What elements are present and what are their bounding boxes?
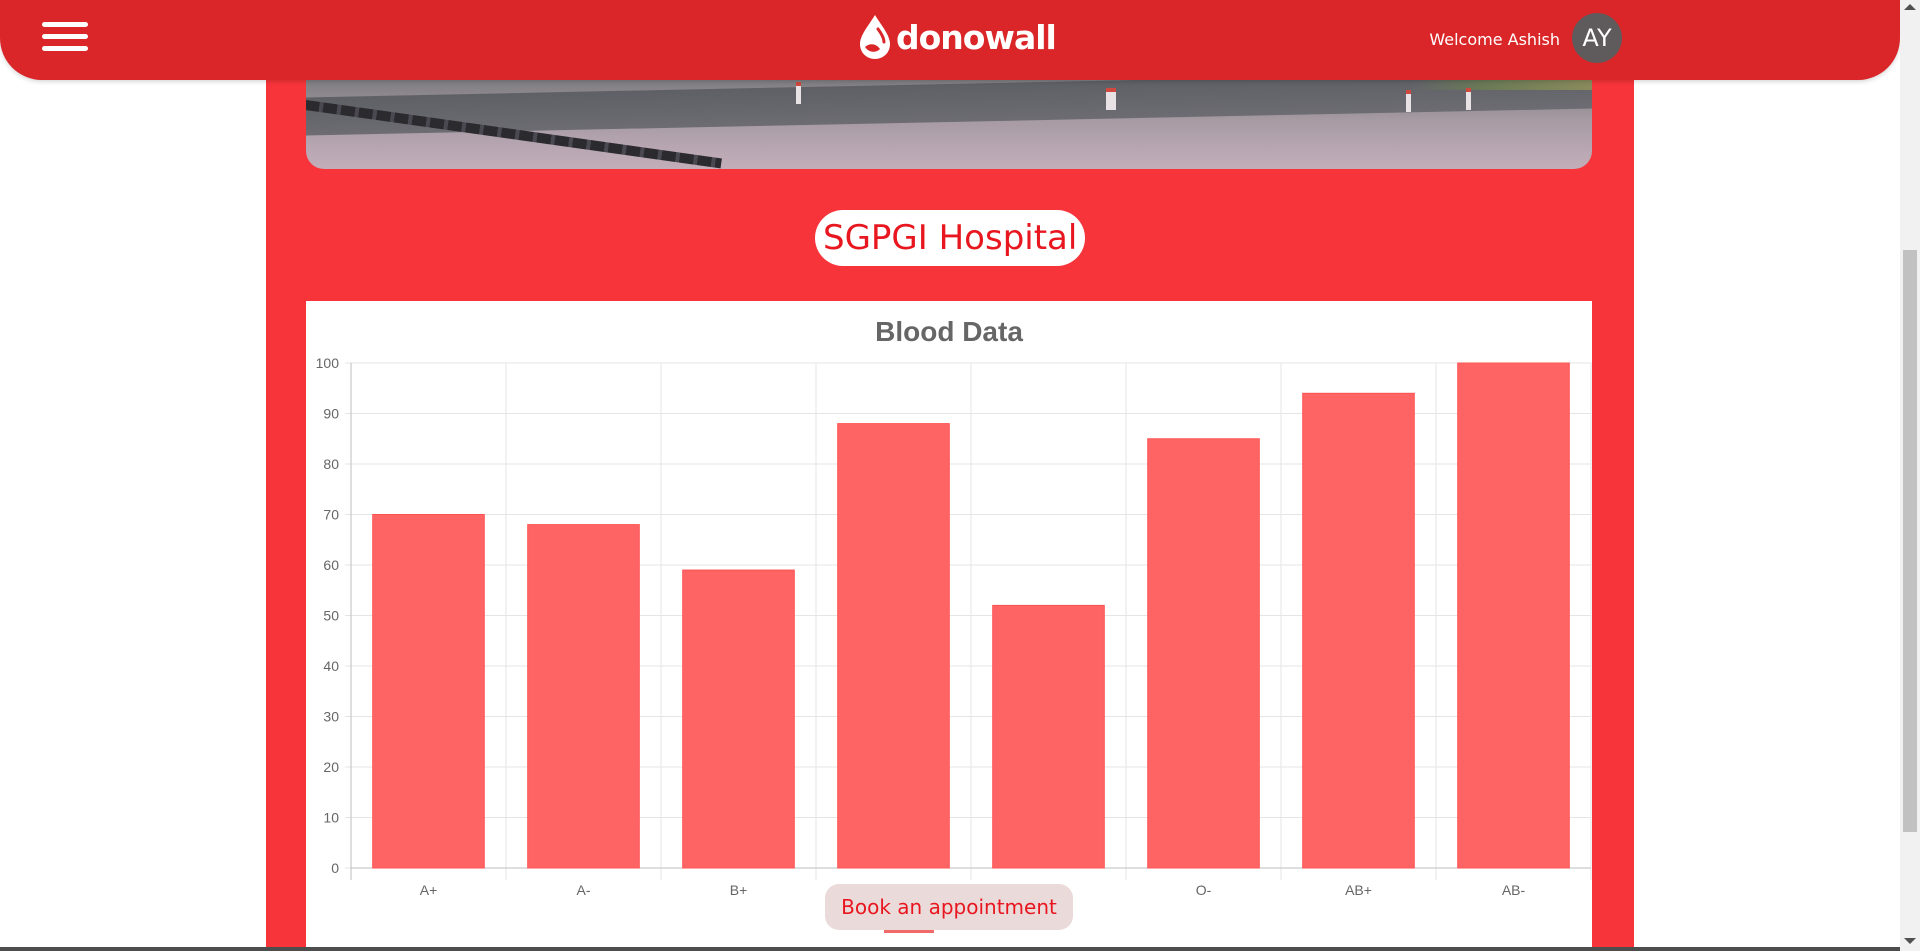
y-tick-label: 40 [323,658,339,674]
menu-icon [42,22,88,27]
y-tick-label: 20 [323,759,339,775]
scroll-up-arrow-icon[interactable] [1904,4,1916,10]
x-tick-label: AB+ [1345,882,1372,898]
brand-logo[interactable]: donowall [856,12,1057,62]
x-tick-label: A- [577,882,591,898]
blood-drop-icon [860,15,890,59]
bar-B+[interactable] [682,569,795,869]
y-tick-label: 0 [331,860,339,876]
x-tick-label: O- [1196,882,1212,898]
y-tick-label: 100 [316,355,340,371]
chart-svg: Blood Data 0 10 20 30 40 50 60 70 80 90 100 A+ A- B+ O… [316,316,1592,898]
avatar[interactable]: AY [1572,13,1622,63]
y-tick-label: 30 [323,709,339,725]
y-tick-label: 90 [323,406,339,422]
y-tick-label: 50 [323,608,339,624]
bar-category-4[interactable] [837,423,950,869]
bar-category-5[interactable] [992,604,1105,869]
bar-AB-[interactable] [1457,362,1570,869]
button-underline [884,930,934,933]
y-tick-label: 60 [323,557,339,573]
chart-title: Blood Data [875,316,1023,347]
x-tick-label: B+ [730,882,748,898]
hospital-name: SGPGI Hospital [815,210,1086,266]
menu-button[interactable] [42,22,88,56]
book-appointment-button[interactable]: Book an appointment [825,884,1073,930]
blood-data-chart: Blood Data 0 10 20 30 40 50 60 70 80 90 100 A+ A- B+ O… [306,301,1592,951]
x-tick-label: AB- [1502,882,1526,898]
scrollbar-thumb[interactable] [1903,250,1917,832]
bar-A-[interactable] [527,524,640,869]
welcome-text: Welcome Ashish [1429,30,1560,49]
bar-A+[interactable] [372,514,485,869]
y-tick-label: 10 [323,810,339,826]
brand-name: donowall [896,17,1057,57]
scroll-down-arrow-icon[interactable] [1904,938,1916,944]
x-tick-label: A+ [420,882,438,898]
bar-AB+[interactable] [1302,392,1415,869]
y-tick-label: 80 [323,456,339,472]
bottom-edge [0,947,1900,951]
top-header: donowall Welcome Ashish AY [0,0,1900,80]
y-tick-label: 70 [323,507,339,523]
bar-O-[interactable] [1147,438,1260,869]
